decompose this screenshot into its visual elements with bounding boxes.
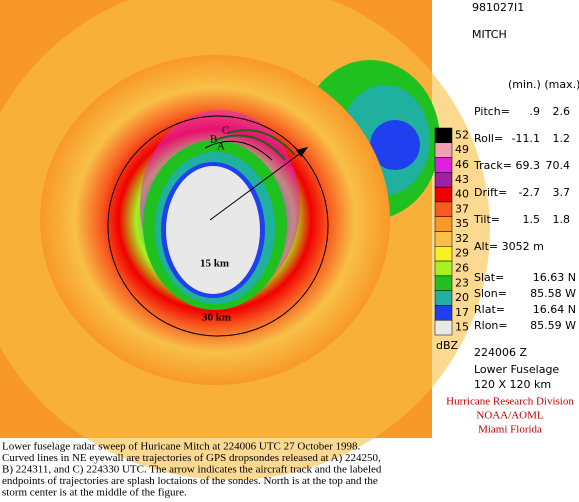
legend-label: 40 [455, 188, 469, 201]
param-label: Pitch= [474, 105, 510, 118]
param-max: 3.7 [553, 186, 571, 199]
credit-org: Hurricane Research Division [446, 396, 574, 408]
label-b: B [210, 134, 217, 146]
legend-swatch [434, 186, 453, 203]
param-label: Drift= [474, 186, 507, 199]
flight-id: 981027I1 [472, 1, 524, 14]
caption-line: storm center is at the middle of the fig… [2, 487, 187, 499]
legend-label: 23 [455, 276, 469, 289]
legend-label: 26 [455, 261, 469, 274]
param-min: 69.3 [516, 159, 541, 172]
param-min: .9 [530, 105, 541, 118]
param-label: Roll= [474, 132, 503, 145]
legend-label: 49 [455, 143, 469, 156]
altitude: Alt= 3052 m [474, 240, 544, 253]
legend-swatch [434, 319, 453, 336]
param-max: 1.2 [553, 132, 571, 145]
legend-swatch [434, 157, 453, 173]
legend-swatch [434, 127, 453, 144]
param-label: Track= [473, 159, 512, 172]
position-value: 85.58 W [530, 287, 576, 300]
legend-label: 52 [455, 128, 469, 141]
legend-swatch [434, 216, 453, 232]
param-min: -11.1 [512, 132, 540, 145]
legend-label: 35 [455, 217, 469, 230]
caption-line: Curved lines in NE eyewall are trajector… [2, 452, 381, 464]
ring-outer-label: 30 km [202, 312, 231, 324]
legend-swatch [434, 172, 453, 188]
legend-label: 43 [455, 173, 469, 186]
param-label: Tilt= [473, 213, 500, 226]
radar-image: A B C 15 km 30 km [0, 0, 490, 480]
legend-label: 17 [455, 306, 469, 319]
credit-agency: NOAA/AOML [476, 410, 544, 422]
caption-line: B) 224311, and C) 224330 UTC. The arrow … [2, 464, 382, 476]
position-value: 85.59 W [530, 319, 576, 332]
legend-swatch [434, 275, 453, 291]
legend-swatch [434, 260, 453, 277]
radar: Lower Fuselage [474, 363, 559, 376]
size: 120 X 120 km [474, 378, 551, 391]
legend-label: 20 [455, 291, 469, 304]
params-columns: (min.) (max.) [508, 78, 579, 91]
credit-city: Miami Florida [478, 424, 542, 436]
legend-swatch [434, 142, 453, 158]
legend-label: 37 [455, 202, 469, 215]
position-value: 16.64 N [533, 303, 576, 316]
legend-swatch [434, 231, 453, 247]
position-label: Slat= [474, 271, 504, 284]
caption-line: Lower fuselage radar sweep of Huricane M… [2, 441, 361, 453]
legend-unit: dBZ [436, 339, 459, 352]
time: 224006 Z [474, 346, 527, 359]
caption-line: endpoints of trajectories are splash loc… [2, 475, 378, 487]
label-a: A [217, 141, 225, 153]
legend-label: 32 [455, 232, 469, 245]
position-value: 16.63 N [533, 271, 576, 284]
legend-swatch [434, 201, 453, 217]
position-label: Slon= [474, 287, 507, 300]
storm-name: MITCH [472, 28, 507, 41]
param-min: 1.5 [523, 213, 541, 226]
legend-label: 15 [455, 321, 469, 334]
legend-swatch [434, 290, 453, 306]
legend-label: 46 [455, 158, 469, 171]
label-c: C [222, 125, 229, 137]
position-label: Rlat= [474, 303, 505, 316]
legend-swatch [434, 305, 453, 321]
param-min: -2.7 [519, 186, 540, 199]
param-max: 1.8 [553, 213, 571, 226]
legend-label: 29 [455, 247, 469, 260]
param-max: 70.4 [546, 159, 571, 172]
legend-swatch [434, 246, 453, 262]
param-max: 2.6 [553, 105, 571, 118]
ring-inner-label: 15 km [200, 258, 229, 270]
position-label: Rlon= [474, 319, 508, 332]
